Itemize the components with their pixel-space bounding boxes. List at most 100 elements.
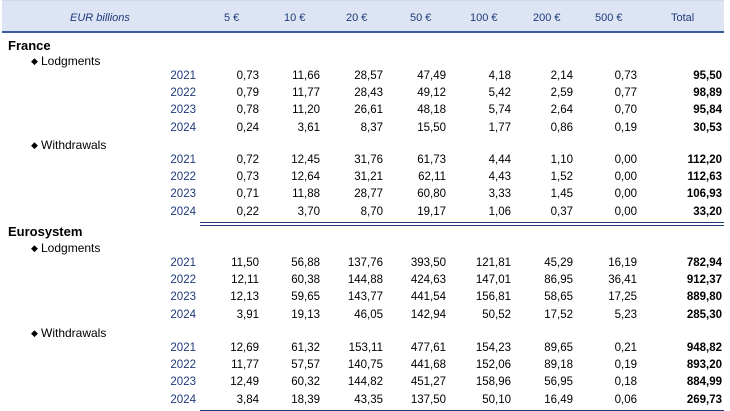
- col-header-50: 50 €: [410, 12, 432, 24]
- value-cell: 477,61: [410, 342, 446, 354]
- value-cell: 58,65: [544, 291, 573, 304]
- country-heading: Eurosystem: [8, 224, 83, 239]
- value-cell: 2,59: [550, 87, 573, 100]
- section-label: Lodgments: [41, 241, 101, 255]
- value-cell: 12,45: [291, 154, 320, 166]
- value-cell: 0,19: [614, 359, 637, 372]
- value-cell: 19,13: [291, 308, 320, 321]
- value-cell: 57,57: [291, 359, 320, 372]
- table-row: 2023 0,71 11,88 28,77 60,80 3,33 1,45 0,00 106,9…: [0, 188, 730, 205]
- value-cell: 89,65: [544, 342, 573, 354]
- bullet-icon: ◆: [31, 328, 38, 338]
- unit-label: EUR billions: [70, 12, 130, 24]
- section-heading: ◆ Withdrawals: [31, 326, 106, 340]
- value-cell: 56,88: [291, 257, 320, 269]
- table-row: 2024 3,84 18,39 43,35 137,50 50,10 16,49 0,06 26…: [0, 394, 730, 411]
- value-cell: 0,00: [614, 171, 637, 184]
- value-cell: 8,70: [360, 205, 383, 218]
- value-cell: 3,70: [297, 205, 320, 218]
- value-cell: 441,68: [410, 359, 446, 372]
- col-header-10: 10 €: [284, 12, 306, 24]
- table-row: 2023 0,78 11,20 26,61 48,18 5,74 2,64 0,70 95,84: [0, 104, 730, 121]
- value-cell: 4,43: [488, 171, 511, 184]
- value-cell: 2,14: [550, 70, 573, 82]
- value-cell: 3,61: [297, 121, 320, 134]
- table-row: 2022 11,77 57,57 140,75 441,68 152,06 89,18 0,1…: [0, 359, 730, 376]
- col-header-500: 500 €: [595, 12, 623, 24]
- value-cell: 16,19: [608, 257, 637, 269]
- value-cell: 3,33: [488, 188, 511, 201]
- value-cell: 0,79: [236, 87, 259, 100]
- value-cell: 47,49: [417, 70, 446, 82]
- value-cell: 441,54: [410, 291, 446, 304]
- value-cell: 143,77: [347, 291, 383, 304]
- value-cell: 36,41: [608, 274, 637, 287]
- section-heading: ◆ Lodgments: [31, 241, 100, 255]
- country-heading: France: [8, 38, 51, 53]
- value-cell: 60,80: [417, 188, 446, 201]
- section-label: Lodgments: [41, 54, 101, 68]
- total-cell: 33,20: [693, 205, 722, 218]
- value-cell: 0,00: [614, 154, 637, 166]
- bullet-icon: ◆: [31, 243, 38, 253]
- value-cell: 0,00: [614, 205, 637, 218]
- year-cell: 2022: [170, 87, 196, 100]
- year-cell: 2024: [170, 393, 196, 406]
- value-cell: 0,70: [614, 104, 637, 117]
- value-cell: 60,32: [291, 376, 320, 389]
- value-cell: 11,77: [231, 359, 259, 372]
- value-cell: 142,94: [410, 308, 446, 321]
- value-cell: 17,25: [608, 291, 637, 304]
- col-header-100: 100 €: [470, 12, 498, 24]
- value-cell: 46,05: [354, 308, 383, 321]
- value-cell: 1,52: [550, 171, 573, 184]
- value-cell: 28,57: [354, 70, 383, 82]
- section-heading: ◆ Lodgments: [31, 54, 100, 68]
- value-cell: 393,50: [410, 257, 446, 269]
- table-row: 2024 3,91 19,13 46,05 142,94 50,52 17,52 5,23 28…: [0, 309, 730, 326]
- value-cell: 11,20: [292, 104, 320, 117]
- value-cell: 5,74: [488, 104, 511, 117]
- value-cell: 59,65: [291, 291, 320, 304]
- value-cell: 140,75: [347, 359, 383, 372]
- value-cell: 0,73: [236, 70, 259, 82]
- value-cell: 2,64: [550, 104, 573, 117]
- year-cell: 2021: [170, 154, 196, 166]
- value-cell: 0,71: [236, 188, 259, 201]
- value-cell: 45,29: [544, 257, 573, 269]
- total-cell: 948,82: [686, 342, 722, 354]
- year-cell: 2021: [170, 342, 196, 354]
- total-cell: 912,37: [686, 274, 722, 287]
- year-cell: 2023: [170, 376, 196, 389]
- value-cell: 43,35: [354, 393, 383, 406]
- value-cell: 8,37: [360, 121, 383, 134]
- section-label: Withdrawals: [41, 326, 107, 340]
- total-cell: 106,93: [686, 188, 722, 201]
- value-cell: 61,73: [417, 154, 446, 166]
- value-cell: 144,88: [347, 274, 383, 287]
- value-cell: 15,50: [417, 121, 446, 134]
- value-cell: 26,61: [354, 104, 383, 117]
- total-cell: 889,80: [686, 291, 722, 304]
- table-row: 2021 11,50 56,88 137,76 393,50 121,81 45,29 16,…: [0, 257, 730, 274]
- table-row: 2024 0,22 3,70 8,70 19,17 1,06 0,37 0,00 33,20: [0, 206, 730, 223]
- value-cell: 11,77: [292, 87, 320, 100]
- value-cell: 1,77: [488, 121, 511, 134]
- value-cell: 158,96: [475, 376, 511, 389]
- value-cell: 50,52: [482, 308, 511, 321]
- value-cell: 61,32: [291, 342, 320, 354]
- value-cell: 19,17: [417, 205, 446, 218]
- section-label: Withdrawals: [41, 138, 107, 152]
- value-cell: 5,23: [614, 308, 637, 321]
- value-cell: 17,52: [544, 308, 573, 321]
- value-cell: 154,23: [475, 342, 511, 354]
- value-cell: 12,11: [231, 274, 259, 287]
- table-row: 2022 12,11 60,38 144,88 424,63 147,01 86,95 36,…: [0, 274, 730, 291]
- col-header-20: 20 €: [346, 12, 368, 24]
- value-cell: 0,73: [614, 70, 637, 82]
- value-cell: 0,72: [236, 154, 259, 166]
- year-cell: 2022: [170, 171, 196, 184]
- value-cell: 12,13: [230, 291, 259, 304]
- value-cell: 12,64: [291, 171, 320, 184]
- value-cell: 0,00: [614, 188, 637, 201]
